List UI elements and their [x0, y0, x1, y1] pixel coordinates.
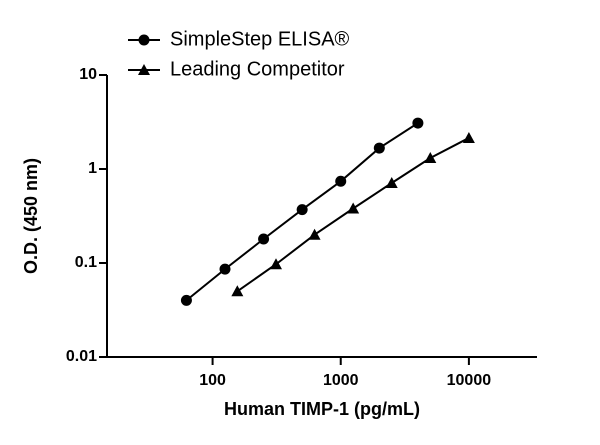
- y-tick-label: 1: [88, 160, 97, 177]
- legend-label: Leading Competitor: [170, 58, 345, 80]
- data-point: [424, 151, 437, 163]
- data-point: [412, 117, 424, 129]
- data-point: [270, 258, 283, 270]
- x-tick-label: 10000: [447, 372, 492, 389]
- x-tick-label: 1000: [323, 372, 359, 389]
- data-point: [385, 176, 398, 188]
- y-tick-label: 10: [79, 66, 97, 83]
- y-axis-label: O.D. (450 nm): [21, 158, 41, 274]
- data-point: [347, 202, 360, 214]
- legend-label: SimpleStep ELISA®: [170, 28, 350, 50]
- y-tick-label: 0.01: [66, 348, 97, 365]
- data-point: [258, 233, 270, 245]
- legend-marker: [138, 34, 150, 46]
- data-point: [335, 175, 347, 187]
- data-point: [180, 294, 192, 306]
- data-point: [373, 142, 385, 154]
- data-point: [219, 263, 231, 275]
- x-axis-label: Human TIMP-1 (pg/mL): [224, 399, 420, 419]
- legend-marker: [138, 64, 150, 75]
- data-point: [296, 204, 308, 216]
- data-point: [462, 131, 475, 143]
- y-tick-label: 0.1: [75, 254, 97, 271]
- x-tick-label: 100: [199, 372, 226, 389]
- data-point: [231, 285, 244, 297]
- data-point: [308, 228, 321, 240]
